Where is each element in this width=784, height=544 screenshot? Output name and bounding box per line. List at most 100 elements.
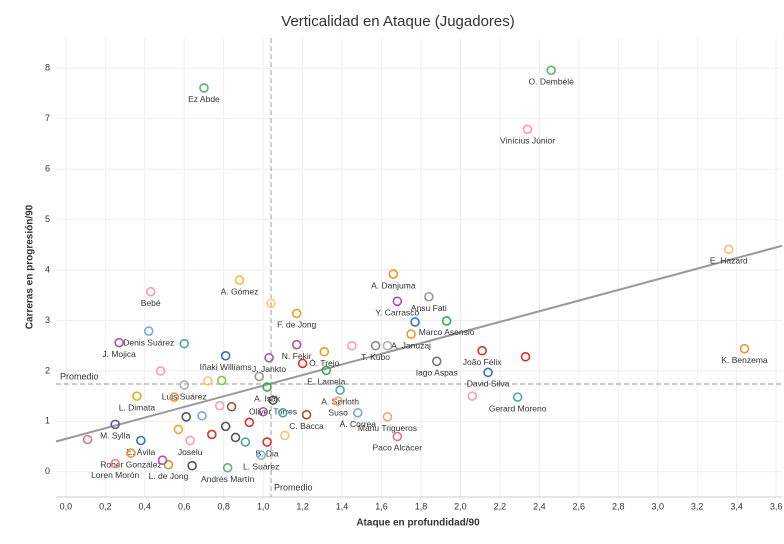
point [187,460,197,471]
point-label: A. Isak [254,393,281,403]
point [214,400,225,411]
point-label: A. Sørloth [321,396,359,406]
point-label: E. Lamela [307,377,346,387]
point-label: Á. Correa [340,419,377,429]
point-label: Denis Suárez [123,337,174,347]
x-tick-label: 2,4 [533,501,546,511]
point [143,326,154,336]
point [163,459,174,470]
point-label: Oliver Torres [249,406,297,416]
point [203,376,213,386]
x-tick-label: 3,2 [691,501,704,511]
point [258,406,268,417]
point [410,317,420,327]
point-label: Marco Asensio [419,327,475,337]
point [347,340,357,351]
x-tick-label: 2,8 [612,501,625,511]
point [216,375,227,386]
point-label: Ó. Trejo [309,358,340,368]
point [467,391,478,401]
x-tick-label: 1,2 [296,501,309,511]
point-label: J. Mojica [102,349,136,359]
point-label: L. Suárez [243,461,279,471]
point [424,291,434,302]
x-tick-label: 1,0 [257,501,270,511]
x-tick-label: 3,4 [730,501,743,511]
point [477,345,487,356]
point-label: Ez Abde [188,94,220,104]
point-label: Gerard Moreno [489,403,547,413]
point-label: Paco Alcácer [372,443,422,453]
reference-label: Promedio [274,482,313,492]
y-tick-label: 2 [45,365,50,375]
point [179,338,190,349]
point [441,316,452,326]
point-label: Bebé [141,298,161,308]
point [335,385,345,395]
point [220,350,231,361]
point [234,275,245,285]
y-tick-label: 5 [45,214,50,224]
point-label: Loren Morón [91,470,139,480]
point [319,346,330,357]
point-label: Andrés Martín [201,474,255,484]
point [280,430,290,441]
point [230,432,241,443]
x-tick-label: 3,6 [770,501,783,511]
point-label: L. Dimata [119,402,156,412]
x-tick-label: 0,8 [217,501,230,511]
y-tick-label: 7 [45,113,50,123]
point-label: L. de Jong [149,471,189,481]
point [173,424,184,435]
point-label: Y. Carrasco [375,308,419,318]
y-tick-label: 3 [45,315,50,325]
point [297,358,308,369]
chart-title: Verticalidad en Ataque (Jugadores) [281,13,515,30]
point [226,401,237,412]
point [512,392,523,402]
point [739,343,750,354]
point [264,352,274,363]
point [301,409,312,420]
point-label: E. Hazard [710,256,748,266]
point [522,124,533,135]
point [114,337,124,348]
x-tick-label: 1,8 [415,501,428,511]
point-label: A. Januzaj [391,340,431,350]
point-label: J. Jankto [252,364,286,374]
point [145,286,156,297]
point-label: B. Dia [256,448,279,458]
point-label: K. Benzema [721,355,768,365]
x-tick-label: 0,2 [99,501,112,511]
point [483,367,493,378]
point [197,410,207,421]
point-label: A. Danjuma [371,280,416,290]
point-label: Iñaki Williams [200,362,252,372]
point [256,450,266,460]
x-tick-label: 2,2 [494,501,507,511]
point-label: João Félix [463,357,502,367]
point [262,437,272,447]
point [388,269,399,279]
point [382,412,393,422]
point [136,435,146,446]
point [406,329,416,339]
point [132,391,142,401]
point [262,382,272,392]
x-axis-title: Ataque en profundidad/90 [356,518,480,529]
point-label: Iago Aspas [416,368,458,378]
point-label: Joselu [178,447,203,457]
point [254,371,265,382]
point [179,380,190,390]
y-axis-title: Carreras en progresión/90 [25,204,36,329]
point [382,340,393,351]
point [110,458,120,469]
point-label: Rober González [100,459,161,469]
point [546,65,556,76]
point-label: A. Gómez [221,286,259,296]
point [278,407,288,418]
point [392,431,403,442]
x-tick-label: 1,4 [336,501,349,511]
trend-line [55,244,783,443]
point [222,462,233,473]
